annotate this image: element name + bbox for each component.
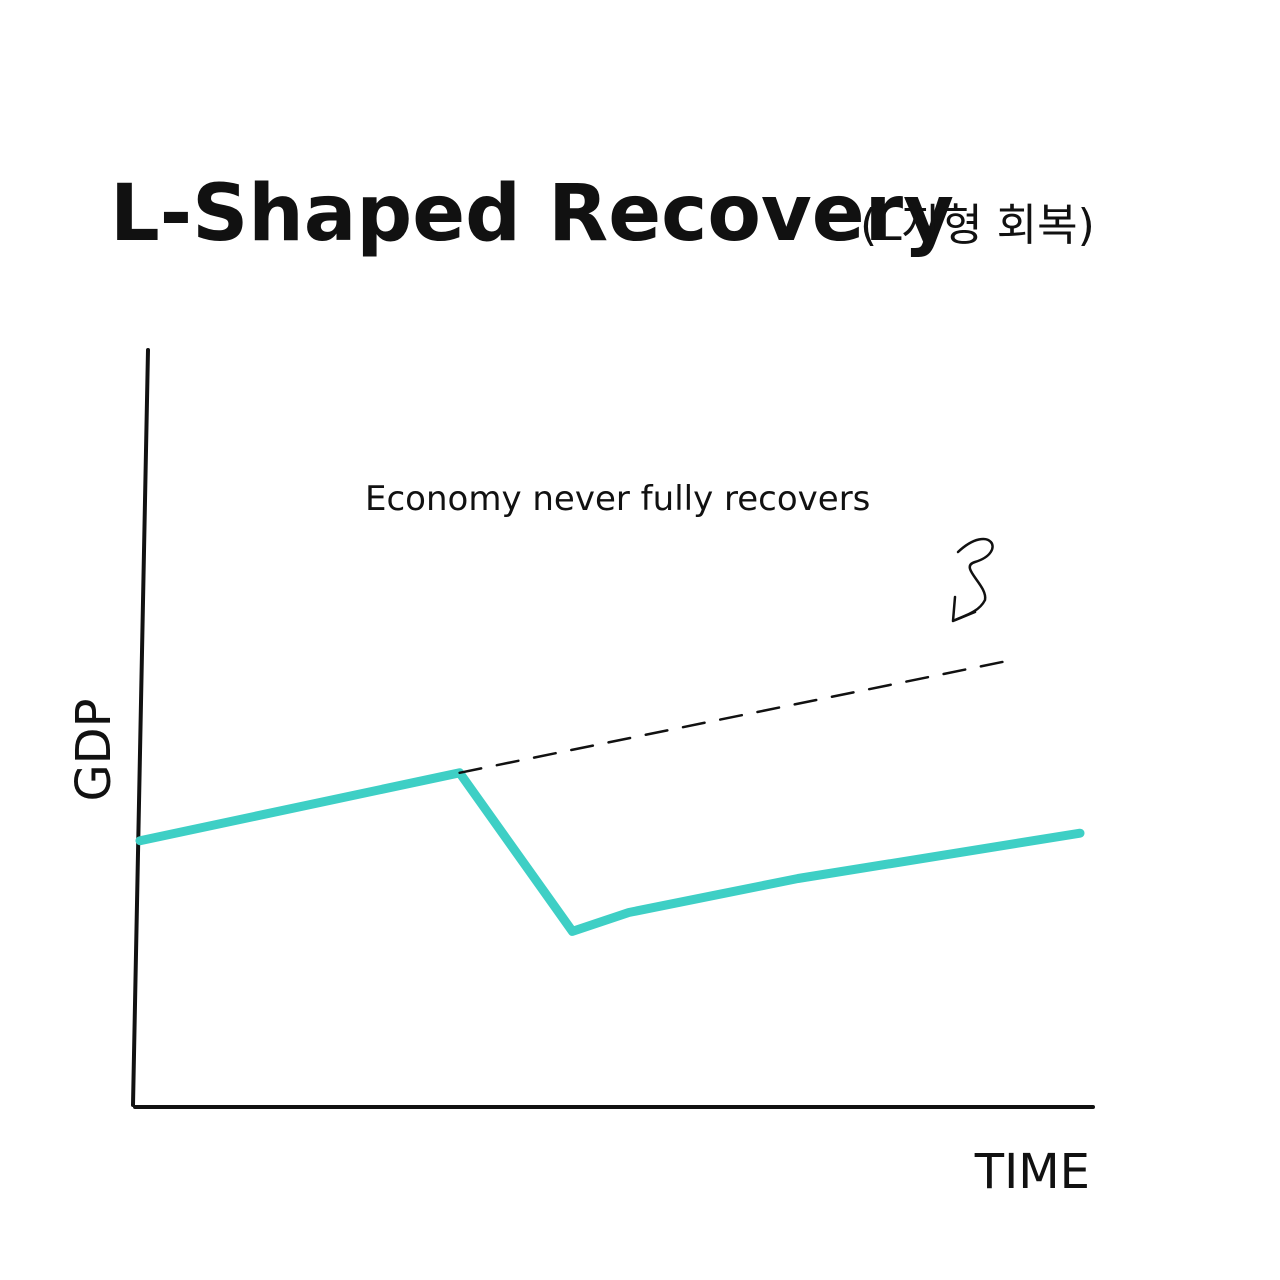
annotation-arrowhead-icon [951,595,977,623]
y-axis-label: GDP [66,698,122,801]
annotation-arrow-icon [953,537,994,622]
axes [131,348,1095,1109]
annotation-text: Economy never fully recovers [365,479,870,519]
x-axis-label: TIME [974,1144,1090,1200]
chart-subtitle: (L자형 회복) [860,200,1095,251]
chart-title: L-Shaped Recovery [110,169,954,259]
gdp-line [135,768,1085,936]
y-axis-line [131,348,150,1107]
pre-crisis-trend-line [458,658,1016,775]
series-layer [135,658,1085,936]
